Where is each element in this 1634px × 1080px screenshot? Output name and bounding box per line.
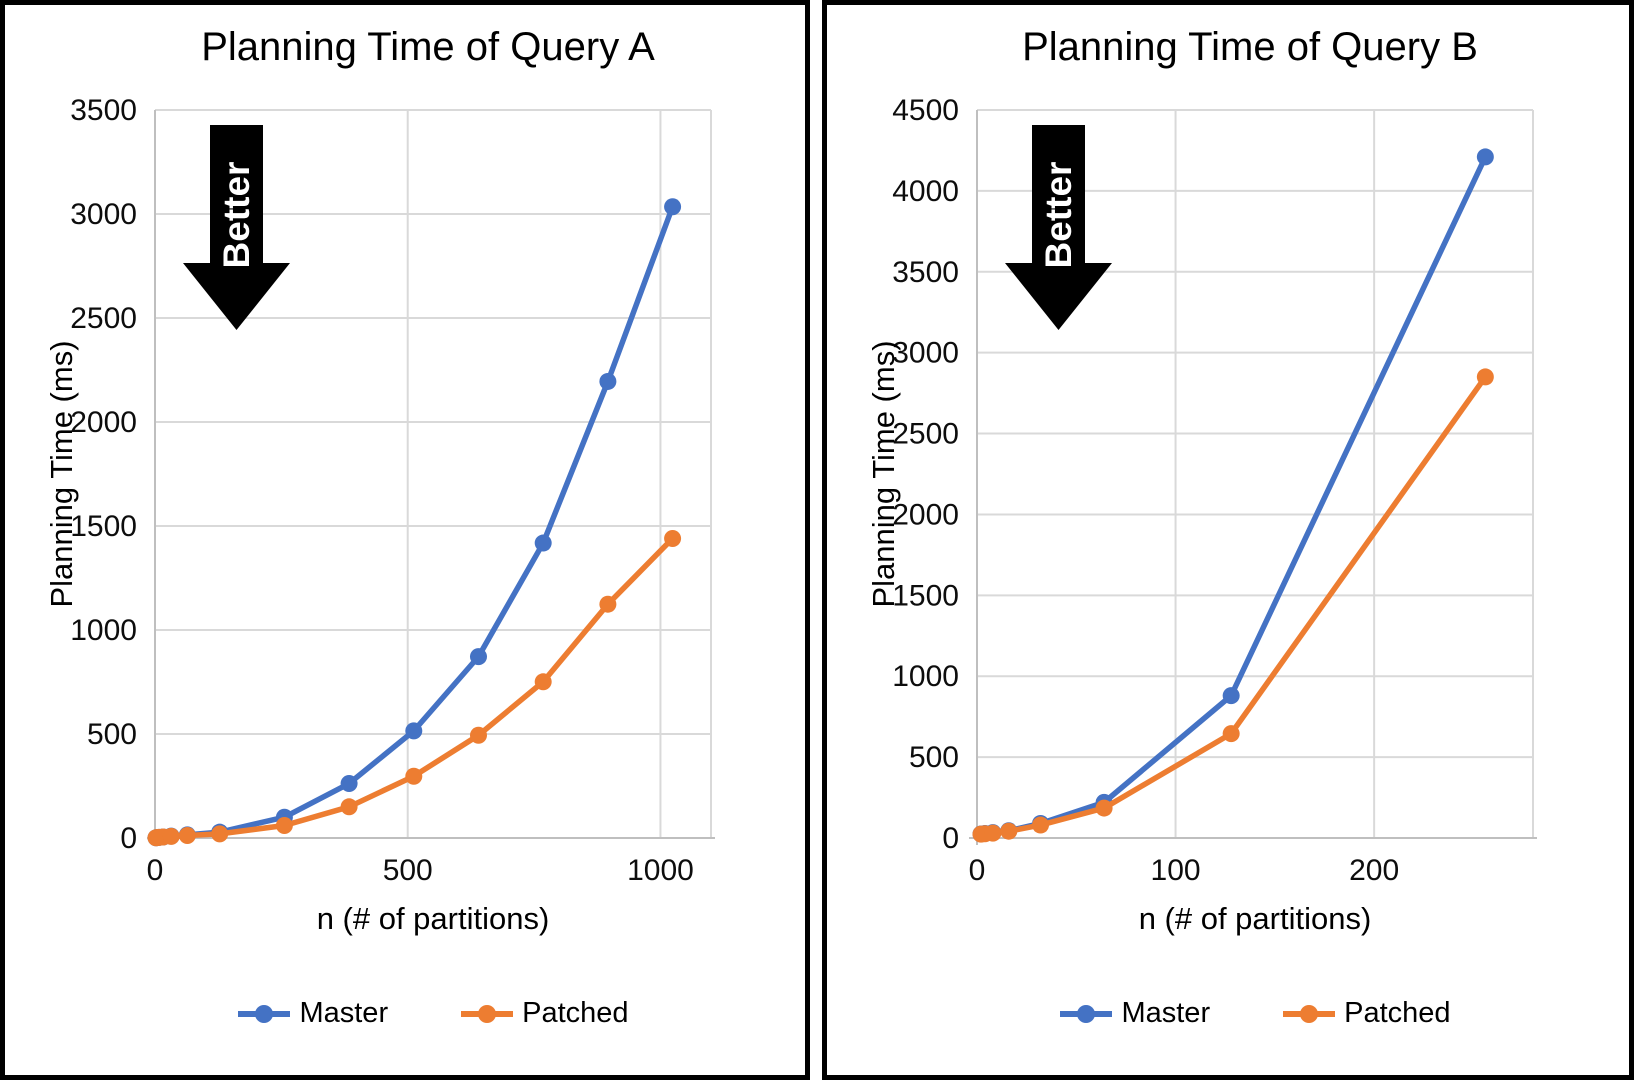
legend: Master Patched — [135, 997, 731, 1030]
data-point-patched — [1095, 799, 1113, 817]
x-axis-title: n (# of partitions) — [1138, 901, 1372, 936]
y-tick-label: 3000 — [892, 337, 959, 370]
data-point-master — [469, 648, 487, 666]
y-axis-title: Planning Time (ms) — [866, 340, 901, 608]
legend-item-master: Master — [237, 997, 388, 1030]
data-point-master — [340, 775, 358, 793]
data-point-master — [664, 198, 682, 216]
better-arrow-icon — [1005, 125, 1112, 330]
x-tick-label: 0 — [969, 854, 986, 887]
legend: Master Patched — [957, 997, 1553, 1030]
data-point-master — [405, 722, 423, 740]
chart-title-query-a: Planning Time of Query A — [201, 25, 655, 69]
master-line-marker-icon — [238, 1004, 291, 1023]
y-tick-label: 4000 — [892, 175, 959, 208]
y-tick-label: 3500 — [70, 94, 137, 127]
data-point-patched — [1476, 368, 1494, 386]
y-tick-label: 1500 — [70, 510, 137, 543]
x-axis-title: n (# of partitions) — [316, 901, 550, 936]
y-tick-label: 500 — [87, 718, 137, 751]
data-point-patched — [469, 726, 487, 744]
y-tick-label: 0 — [120, 822, 137, 855]
x-tick-label: 200 — [1349, 854, 1399, 887]
legend-label-patched: Patched — [1344, 997, 1451, 1029]
patched-line-marker-icon — [1283, 1004, 1336, 1023]
x-tick-label: 100 — [1151, 854, 1201, 887]
data-point-patched — [1000, 822, 1018, 840]
better-arrow-label: Better — [1038, 162, 1079, 269]
series-line-patched — [978, 374, 1489, 837]
y-tick-label: 2000 — [70, 406, 137, 439]
query-b-plot: 0 500 1000 1500 2000 2500 3000 3500 4000 4500 0 100… — [892, 94, 1537, 887]
data-point-patched — [664, 529, 682, 547]
better-arrow-icon — [183, 125, 290, 330]
data-point-master — [534, 534, 552, 552]
y-tick-label: 1500 — [892, 579, 959, 612]
legend-item-patched: Patched — [460, 997, 629, 1030]
data-point-patched — [984, 824, 1002, 842]
y-tick-label: 500 — [909, 741, 959, 774]
data-point-patched — [211, 825, 229, 843]
y-tick-label: 1000 — [70, 614, 137, 647]
x-tick-label: 500 — [383, 854, 433, 887]
data-point-patched — [405, 767, 423, 785]
y-tick-label: 3500 — [892, 256, 959, 289]
patched-line-marker-icon — [461, 1004, 514, 1023]
better-arrow-label: Better — [216, 162, 257, 269]
y-tick-label: 0 — [942, 822, 959, 855]
y-axis-title: Planning Time (ms) — [44, 340, 79, 608]
query-b-panel: 0 500 1000 1500 2000 2500 3000 3500 4000 4500 0 100… — [822, 0, 1634, 1080]
legend-item-master: Master — [1059, 997, 1210, 1030]
data-point-master — [599, 372, 617, 390]
y-tick-label: 2500 — [892, 418, 959, 451]
data-point-patched — [340, 798, 358, 816]
data-point-patched — [275, 817, 293, 835]
y-tick-label: 2500 — [70, 302, 137, 335]
master-line-marker-icon — [1060, 1004, 1113, 1023]
query-a-panel: 0 500 1000 1500 2000 2500 3000 3500 0 500 1000 Bett… — [0, 0, 810, 1080]
data-point-patched — [599, 595, 617, 613]
y-tick-label: 2000 — [892, 498, 959, 531]
y-tick-label: 1000 — [892, 660, 959, 693]
data-point-patched — [162, 827, 180, 845]
data-point-patched — [534, 673, 552, 691]
legend-label-patched: Patched — [522, 997, 629, 1029]
legend-label-master: Master — [299, 997, 389, 1029]
chart-title-query-b: Planning Time of Query B — [1022, 25, 1478, 69]
data-point-patched — [1032, 816, 1050, 834]
legend-label-master: Master — [1121, 997, 1211, 1029]
data-point-patched — [178, 827, 196, 845]
y-tick-label: 3000 — [70, 198, 137, 231]
x-tick-label: 1000 — [627, 854, 694, 887]
data-point-patched — [1222, 725, 1240, 743]
data-point-master — [1222, 687, 1240, 705]
y-tick-label: 4500 — [892, 94, 959, 127]
legend-item-patched: Patched — [1282, 997, 1451, 1030]
data-point-master — [1476, 148, 1494, 166]
series-line-patched — [153, 535, 676, 841]
x-tick-label: 0 — [147, 854, 164, 887]
query-a-plot: 0 500 1000 1500 2000 2500 3000 3500 0 500 1000 Bett… — [70, 94, 715, 887]
